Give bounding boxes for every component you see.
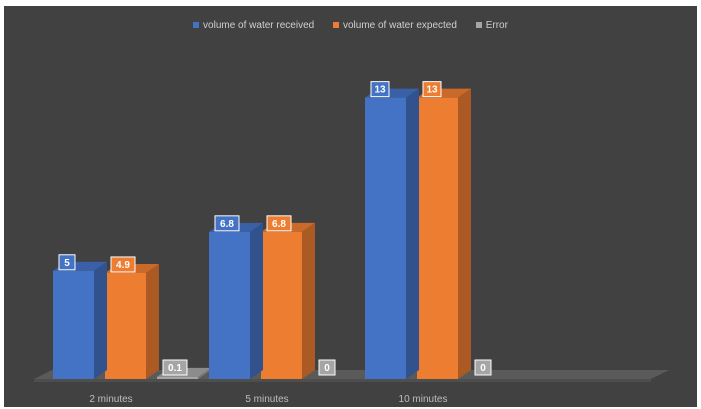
bar-side xyxy=(94,261,107,379)
data-label: 0 xyxy=(480,363,486,374)
bar-side xyxy=(198,367,211,379)
bar xyxy=(105,272,146,379)
bar xyxy=(209,231,250,379)
data-label-box xyxy=(370,81,390,98)
legend-swatch-error xyxy=(475,22,482,29)
bar xyxy=(417,97,458,380)
data-label-box xyxy=(318,359,336,376)
bar-chart: 2 minutes 5 4.9 0.1 5 minutes 6.8 6.8 0 10 minut… xyxy=(34,81,669,405)
bar-side xyxy=(302,222,315,379)
chart-floor-edge xyxy=(34,379,651,382)
data-label-box xyxy=(266,215,292,232)
bar-side xyxy=(458,88,471,380)
x-tick-label: 10 minutes xyxy=(399,394,448,405)
data-label: 13 xyxy=(426,85,438,96)
data-label: 0.1 xyxy=(168,363,182,374)
chart-area: 2 minutes 5 4.9 0.1 5 minutes 6.8 6.8 0 10 minut… xyxy=(4,6,697,407)
bar xyxy=(53,270,94,379)
x-tick-label: 5 minutes xyxy=(245,394,288,405)
bar-side xyxy=(406,88,419,380)
data-label-box xyxy=(474,359,492,376)
bar xyxy=(365,97,406,380)
legend-label-received: volume of water received xyxy=(203,20,315,31)
legend-item-expected: volume of water expected xyxy=(332,20,457,31)
data-label: 6.8 xyxy=(272,219,286,230)
bar-side xyxy=(250,222,263,379)
data-label: 6.8 xyxy=(220,219,234,230)
legend-item-received: volume of water received xyxy=(193,20,314,31)
data-label-box xyxy=(422,81,442,98)
bar xyxy=(157,376,198,379)
legend: volume of water received volume of water… xyxy=(4,20,697,31)
data-label: 0 xyxy=(324,363,330,374)
data-label: 4.9 xyxy=(116,260,130,271)
data-label-box xyxy=(110,256,136,273)
legend-item-error: Error xyxy=(475,20,508,31)
legend-swatch-received xyxy=(193,22,200,29)
data-label-box xyxy=(214,215,240,232)
legend-label-error: Error xyxy=(485,20,508,31)
bar xyxy=(261,231,302,379)
data-label: 5 xyxy=(64,258,70,269)
data-label: 13 xyxy=(374,85,386,96)
legend-label-expected: volume of water expected xyxy=(342,20,457,31)
data-label-box xyxy=(58,254,76,271)
bar-side xyxy=(146,263,159,379)
x-tick-label: 2 minutes xyxy=(89,394,132,405)
data-label-box xyxy=(162,359,188,376)
legend-swatch-expected xyxy=(332,22,339,29)
